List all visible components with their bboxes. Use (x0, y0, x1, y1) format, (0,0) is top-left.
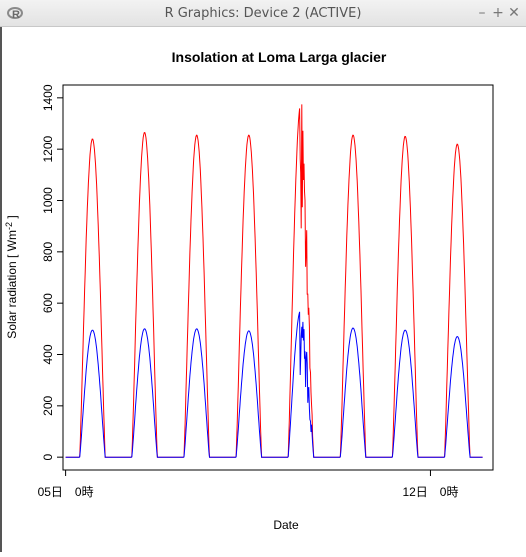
y-tick-label: 800 (41, 242, 55, 262)
y-tick-label: 1200 (41, 135, 55, 162)
x-axis: 05日 0時 12日 0時 (38, 470, 458, 499)
y-tick-label: 200 (41, 396, 55, 416)
r-graphics-device: Insolation at Loma Larga glacier 0 200 400… (0, 27, 526, 552)
maximize-button[interactable]: + (492, 5, 504, 21)
x-axis-label: Date (273, 518, 299, 532)
plot-frame (62, 84, 494, 471)
series-line-blue (65, 311, 483, 458)
y-tick-label: 600 (41, 293, 55, 313)
y-axis-label: Solar radiation [ Wm-2 ] (4, 215, 19, 338)
window-left-border (0, 27, 2, 552)
chart-title: Insolation at Loma Larga glacier (172, 49, 387, 65)
y-axis-label-end: ] (5, 215, 19, 222)
window-title: R Graphics: Device 2 (ACTIVE) (164, 6, 362, 21)
y-tick-label: 1400 (41, 84, 55, 111)
window-titlebar: R R Graphics: Device 2 (ACTIVE) – + ✕ (0, 0, 526, 27)
svg-text:R: R (12, 9, 20, 21)
series-group (65, 104, 483, 458)
x-tick-label: 05日 0時 (38, 485, 94, 499)
y-tick-label: 1000 (41, 187, 55, 214)
r-logo-icon: R (7, 7, 23, 21)
y-axis-label-superscript: -2 (4, 222, 14, 230)
y-axis: 0 200 400 600 800 1000 1200 1400 (41, 84, 63, 461)
minimize-button[interactable]: – (478, 5, 486, 21)
y-tick-label: 0 (41, 454, 55, 461)
insolation-chart: Insolation at Loma Larga glacier 0 200 400… (4, 49, 494, 532)
close-button[interactable]: ✕ (508, 5, 520, 21)
x-tick-label: 12日 0時 (402, 485, 458, 499)
y-tick-label: 400 (41, 344, 55, 364)
series-line-red (65, 104, 483, 458)
y-axis-label-main: Solar radiation [ Wm (5, 230, 19, 339)
